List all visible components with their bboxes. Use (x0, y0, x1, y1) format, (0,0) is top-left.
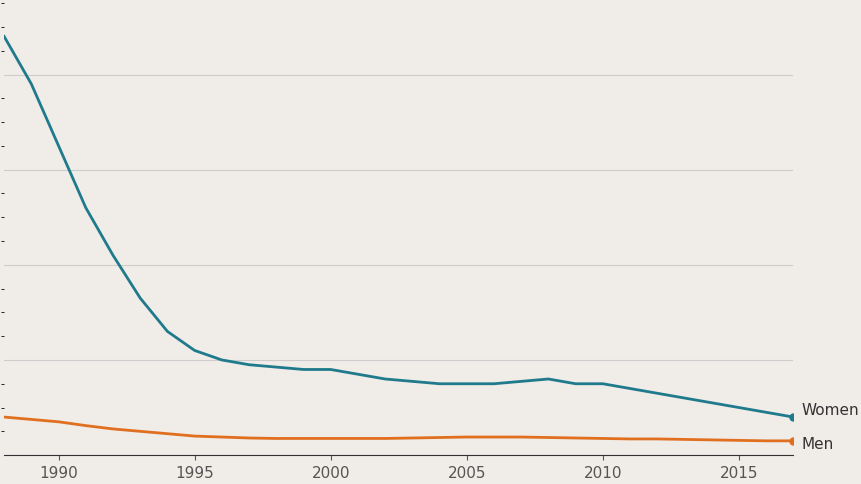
Text: Men: Men (801, 436, 833, 451)
Text: Women: Women (801, 403, 858, 418)
